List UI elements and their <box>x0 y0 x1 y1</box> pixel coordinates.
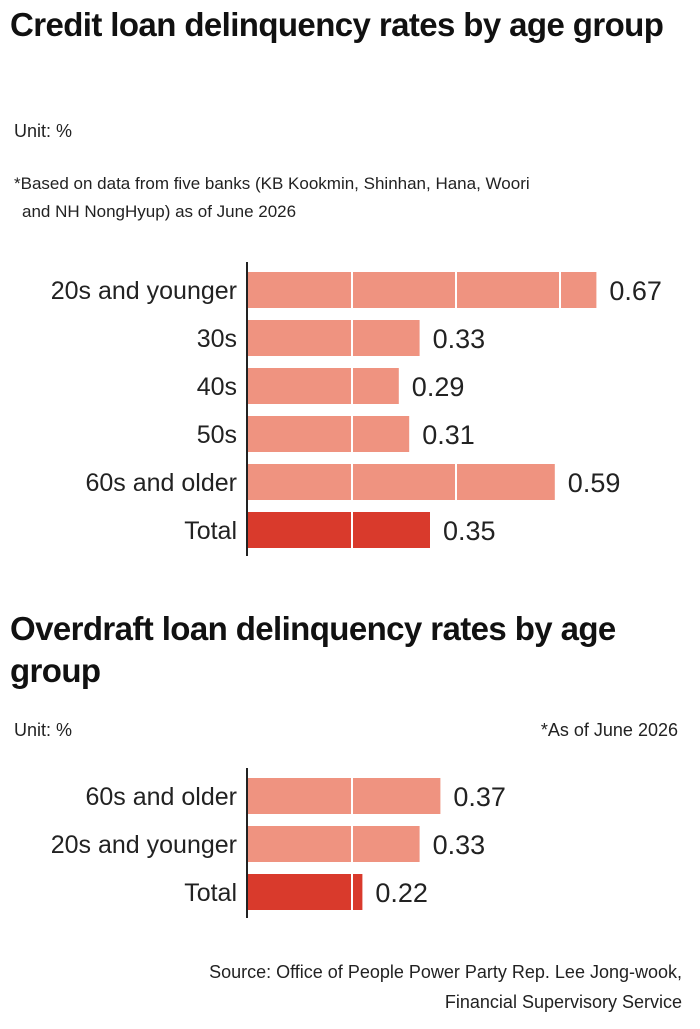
chart-2-note: *As of June 2026 <box>540 720 678 740</box>
bar <box>248 368 399 404</box>
chart-2-unit: Unit: % <box>14 720 73 740</box>
value-label: 0.33 <box>433 324 486 354</box>
bar <box>248 778 441 814</box>
value-label: 0.67 <box>609 276 662 306</box>
value-label: 0.37 <box>453 782 506 812</box>
chart-1-title: Credit loan delinquency rates by age gro… <box>10 6 664 43</box>
chart-1-unit: Unit: % <box>14 121 73 141</box>
bar <box>248 272 597 308</box>
category-label: Total <box>184 879 237 907</box>
category-label: 20s and younger <box>51 831 237 859</box>
value-label: 0.29 <box>412 372 465 402</box>
category-label: 30s <box>197 325 237 353</box>
bar <box>248 320 420 356</box>
chart-1-note-line2: and NH NongHyup) as of June 2026 <box>22 202 297 221</box>
chart-1-note-line1: *Based on data from five banks (KB Kookm… <box>14 174 530 193</box>
category-label: 60s and older <box>85 469 237 497</box>
category-label: 60s and older <box>85 783 237 811</box>
category-label: 40s <box>197 373 237 401</box>
source-line2: Financial Supervisory Service <box>444 992 682 1012</box>
chart-2-title: Overdraft loan delinquency rates by age … <box>10 610 616 689</box>
category-label: 20s and younger <box>51 277 237 305</box>
overdraft-loan-chart: 60s and older 0.37 20s and younger 0.33 Tota… <box>51 768 506 918</box>
value-label: 0.22 <box>375 878 428 908</box>
value-label: 0.35 <box>443 516 496 546</box>
bar <box>248 464 555 500</box>
category-label: Total <box>184 517 237 545</box>
value-label: 0.59 <box>568 468 621 498</box>
credit-loan-chart: 20s and younger 0.67 30s 0.33 40s 0.29 50s 0.31… <box>51 262 662 556</box>
value-label: 0.31 <box>422 420 475 450</box>
bar <box>248 826 420 862</box>
bar <box>248 416 410 452</box>
value-label: 0.33 <box>433 830 486 860</box>
category-label: 50s <box>197 421 237 449</box>
bar <box>248 512 430 548</box>
source-line1: Source: Office of People Power Party Rep… <box>209 962 682 982</box>
bar <box>248 874 363 910</box>
